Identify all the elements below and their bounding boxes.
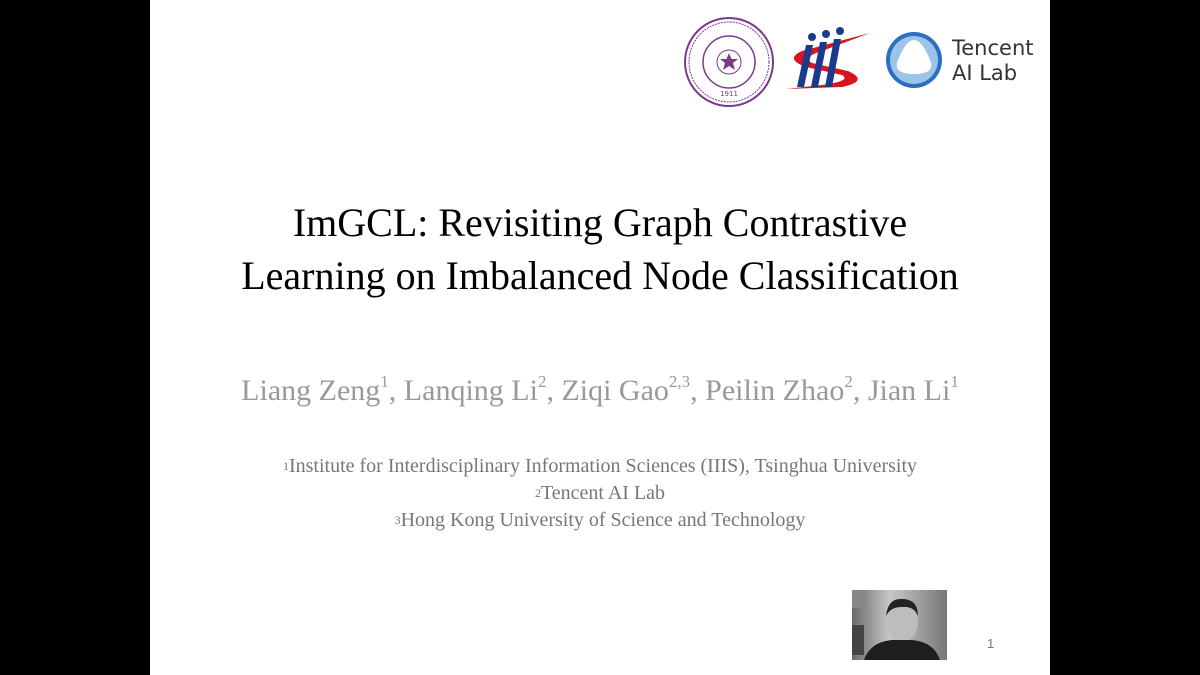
affiliation-list: 1Institute for Interdisciplinary Informa… (150, 453, 1050, 534)
author: Lanqing Li2, (403, 372, 562, 407)
iiis-logo (786, 27, 870, 89)
page-number: 1 (987, 636, 995, 651)
tencent-ai-lab-wordmark: Tencent AI Lab (952, 36, 1034, 86)
tencent-ai-lab-logo (886, 32, 942, 88)
tsinghua-logo: 1911 (684, 17, 774, 107)
author: Liang Zeng1, (241, 372, 404, 407)
slide: 1911 Tencent AI Lab ImGCL: Revisiting Gr… (150, 0, 1050, 675)
affiliation: 2Tencent AI Lab (534, 482, 666, 504)
affiliation: 1Institute for Interdisciplinary Informa… (282, 455, 918, 477)
presenter-silhouette-icon (852, 590, 940, 660)
author: Ziqi Gao2,3, (561, 372, 706, 407)
author-list: Liang Zeng1, Lanqing Li2, Ziqi Gao2,3, P… (150, 372, 1050, 408)
author: Jian Li1 (867, 372, 959, 407)
affiliation: 3Hong Kong University of Science and Tec… (394, 509, 806, 531)
slide-title: ImGCL: Revisiting Graph Contrastive Lear… (150, 196, 1050, 302)
tsinghua-year: 1911 (720, 90, 738, 98)
tencent-line2: AI Lab (952, 61, 1018, 85)
title-line-1: ImGCL: Revisiting Graph Contrastive (292, 200, 908, 245)
author: Peilin Zhao2, (705, 372, 868, 407)
tencent-line1: Tencent (952, 36, 1034, 60)
presenter-webcam (852, 590, 947, 660)
title-line-2: Learning on Imbalanced Node Classificati… (241, 253, 959, 298)
